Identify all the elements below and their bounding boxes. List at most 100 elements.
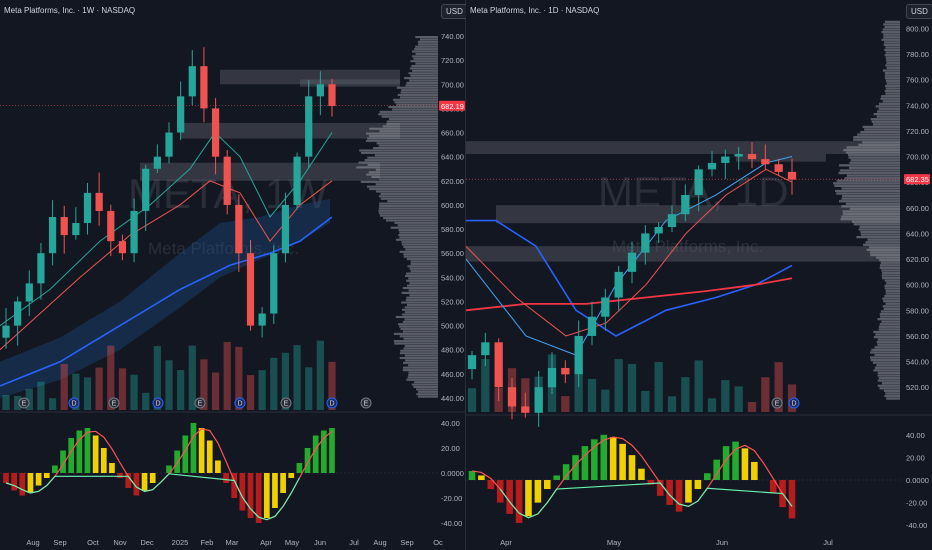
oscillator-bar	[206, 440, 213, 473]
candle-body	[587, 316, 597, 336]
volume-profile-bar	[884, 54, 900, 57]
volume-profile-bar	[413, 57, 438, 60]
oscillator-bar	[628, 455, 636, 480]
volume-profile-bar	[408, 364, 438, 367]
event-marker-label: E	[198, 401, 203, 408]
volume-bar	[627, 363, 637, 412]
volume-zone	[466, 141, 900, 154]
oscillator-bar	[638, 468, 645, 480]
volume-bar	[694, 360, 703, 412]
volume-profile-bar	[885, 59, 900, 62]
volume-profile-bar	[395, 315, 438, 319]
volume-bar	[721, 380, 730, 412]
volume-bar	[95, 367, 103, 410]
volume-profile-bar	[881, 274, 900, 277]
volume-bar	[641, 390, 650, 412]
daily-chart-pane[interactable]: META, 1D Meta Platforms, Inc. 800.00 780.00…	[466, 0, 932, 550]
candle-body	[118, 241, 127, 254]
volume-bar	[223, 341, 231, 410]
candle-body	[107, 210, 115, 242]
volume-profile-bar	[376, 142, 438, 145]
volume-profile-bar	[405, 248, 438, 251]
currency-button-left[interactable]: USD	[441, 4, 468, 19]
candle-body	[2, 325, 10, 338]
price-axis-label: 660.00	[441, 129, 464, 138]
volume-zone	[220, 69, 400, 85]
weekly-chart-canvas[interactable]: META, 1WMeta Platforms, Inc.740.00720.00…	[0, 0, 465, 550]
volume-profile-bar	[375, 183, 438, 186]
volume-profile-bar	[365, 132, 438, 135]
event-marker	[108, 397, 120, 409]
price-axis-label: 480.00	[441, 346, 464, 355]
candle-body	[481, 342, 490, 356]
volume-profile-bar	[876, 110, 900, 113]
event-marker-label: D	[791, 401, 796, 408]
time-axis-label: Aug	[26, 538, 39, 547]
volume-profile-bar	[392, 98, 438, 101]
oscillator-bar	[263, 473, 270, 518]
oscillator-bar	[247, 473, 254, 518]
volume-profile-bar	[879, 387, 900, 390]
volume-bar	[165, 360, 173, 410]
last-price-tag	[904, 174, 930, 185]
price-axis-label: 600.00	[441, 201, 464, 210]
oscillator-bar	[609, 437, 617, 480]
volume-profile-bar	[410, 262, 438, 265]
volume-profile-bar	[846, 146, 900, 149]
volume-profile-bar	[843, 148, 900, 152]
volume-profile-bar	[375, 168, 438, 171]
time-axis-label: 2025	[172, 538, 189, 547]
volume-profile-bar	[877, 379, 900, 382]
volume-profile-bar	[388, 105, 438, 109]
event-marker-label: E	[112, 401, 117, 408]
volume-profile-bar	[876, 364, 900, 367]
volume-bar	[601, 389, 610, 412]
volume-profile-bar	[884, 284, 900, 287]
volume-profile-bar	[879, 312, 900, 316]
event-marker-label: D	[71, 401, 76, 408]
volume-profile-bar	[381, 115, 438, 118]
volume-profile-bar	[416, 393, 438, 396]
oscillator-bar	[525, 480, 532, 517]
volume-profile-bar	[869, 246, 900, 249]
volume-bar	[130, 374, 138, 410]
time-axis-label: May	[285, 538, 299, 547]
volume-profile-bar	[379, 202, 438, 205]
volume-profile-bar	[405, 359, 438, 362]
volume-profile-bar	[884, 279, 900, 282]
volume-profile-bar	[848, 156, 900, 159]
volume-profile-bar	[883, 23, 900, 26]
moving-average-blue	[0, 216, 333, 387]
volume-profile-bar	[849, 161, 900, 164]
volume-profile-bar	[858, 143, 900, 146]
volume-profile-bar	[875, 333, 900, 336]
weekly-chart-pane[interactable]: META, 1WMeta Platforms, Inc.740.00720.00…	[0, 0, 468, 550]
price-axis-label: 440.00	[441, 394, 464, 403]
volume-profile-bar	[378, 113, 438, 116]
oscillator-bar	[60, 450, 66, 473]
volume-profile-bar	[399, 335, 438, 338]
oscillator-bar	[496, 480, 504, 503]
candle-body	[561, 367, 570, 375]
currency-button-right[interactable]: USD	[906, 4, 932, 19]
volume-bar	[177, 370, 185, 410]
volume-profile-bar	[419, 38, 438, 41]
oscillator-bar	[329, 428, 335, 473]
volume-profile-bar	[884, 48, 900, 52]
moving-average-blue	[466, 219, 793, 337]
candle-body	[328, 84, 336, 106]
volume-profile-bar	[398, 233, 438, 237]
volume-bar	[153, 346, 161, 410]
event-marker	[326, 397, 338, 409]
volume-profile-bar	[858, 228, 900, 231]
osc-axis-label: -40.00	[906, 521, 927, 530]
volume-profile-bar	[369, 127, 438, 130]
volume-profile-bar	[373, 147, 438, 150]
volume-profile-bar	[404, 318, 438, 321]
oscillator-bar	[713, 459, 720, 480]
oscillator-bar	[133, 473, 140, 496]
price-axis-label: 520.00	[441, 297, 464, 306]
candle-body	[534, 387, 543, 413]
volume-profile-bar	[838, 200, 900, 203]
